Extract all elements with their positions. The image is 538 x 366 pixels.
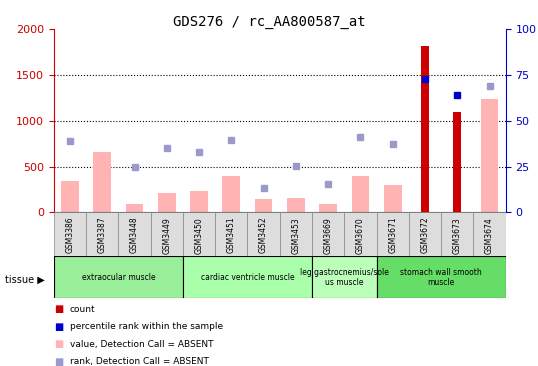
- Text: extraocular muscle: extraocular muscle: [82, 273, 155, 282]
- FancyBboxPatch shape: [377, 212, 409, 258]
- Text: rank, Detection Call = ABSENT: rank, Detection Call = ABSENT: [70, 358, 209, 366]
- FancyBboxPatch shape: [118, 212, 151, 258]
- FancyBboxPatch shape: [151, 212, 183, 258]
- FancyBboxPatch shape: [183, 256, 312, 298]
- Bar: [453, 112, 461, 212]
- Text: GSM3386: GSM3386: [66, 217, 74, 254]
- Text: tissue ▶: tissue ▶: [5, 275, 45, 285]
- Bar: [421, 46, 429, 212]
- Bar: [93, 152, 111, 212]
- Text: ■: ■: [54, 304, 63, 314]
- FancyBboxPatch shape: [54, 212, 86, 258]
- Text: stomach wall smooth
muscle: stomach wall smooth muscle: [400, 268, 482, 287]
- Text: ■: ■: [54, 357, 63, 366]
- FancyBboxPatch shape: [441, 212, 473, 258]
- FancyBboxPatch shape: [312, 256, 377, 298]
- Text: ■: ■: [54, 322, 63, 332]
- FancyBboxPatch shape: [215, 212, 247, 258]
- Bar: [480, 99, 498, 212]
- FancyBboxPatch shape: [312, 212, 344, 258]
- Text: count: count: [70, 305, 96, 314]
- FancyBboxPatch shape: [473, 212, 506, 258]
- FancyBboxPatch shape: [344, 212, 377, 258]
- Text: leg gastrocnemius/sole
us muscle: leg gastrocnemius/sole us muscle: [300, 268, 389, 287]
- Bar: [319, 204, 337, 212]
- Text: percentile rank within the sample: percentile rank within the sample: [70, 322, 223, 331]
- Text: ■: ■: [54, 339, 63, 350]
- FancyBboxPatch shape: [86, 212, 118, 258]
- Text: GSM3448: GSM3448: [130, 217, 139, 254]
- Bar: [287, 198, 305, 212]
- Bar: [351, 176, 369, 212]
- Bar: [222, 176, 240, 212]
- Text: GSM3669: GSM3669: [324, 217, 332, 254]
- Text: GSM3453: GSM3453: [292, 217, 300, 254]
- Text: cardiac ventricle muscle: cardiac ventricle muscle: [201, 273, 294, 282]
- FancyBboxPatch shape: [247, 212, 280, 258]
- FancyBboxPatch shape: [183, 212, 215, 258]
- Text: GSM3450: GSM3450: [195, 217, 203, 254]
- Bar: [125, 203, 143, 212]
- Text: GSM3673: GSM3673: [453, 217, 462, 254]
- Text: GSM3674: GSM3674: [485, 217, 494, 254]
- Bar: [158, 193, 175, 212]
- FancyBboxPatch shape: [280, 212, 312, 258]
- Text: GSM3451: GSM3451: [227, 217, 236, 254]
- Text: GSM3452: GSM3452: [259, 217, 268, 254]
- Text: GSM3671: GSM3671: [388, 217, 397, 254]
- Text: GSM3670: GSM3670: [356, 217, 365, 254]
- Text: value, Detection Call = ABSENT: value, Detection Call = ABSENT: [70, 340, 214, 349]
- FancyBboxPatch shape: [377, 256, 506, 298]
- Text: GSM3449: GSM3449: [162, 217, 171, 254]
- Bar: [384, 185, 401, 212]
- FancyBboxPatch shape: [54, 256, 183, 298]
- Text: GSM3672: GSM3672: [421, 217, 429, 254]
- Text: GSM3387: GSM3387: [98, 217, 107, 254]
- Text: GDS276 / rc_AA800587_at: GDS276 / rc_AA800587_at: [173, 15, 365, 29]
- Bar: [61, 181, 79, 212]
- Bar: [190, 191, 208, 212]
- FancyBboxPatch shape: [409, 212, 441, 258]
- Bar: [254, 198, 272, 212]
